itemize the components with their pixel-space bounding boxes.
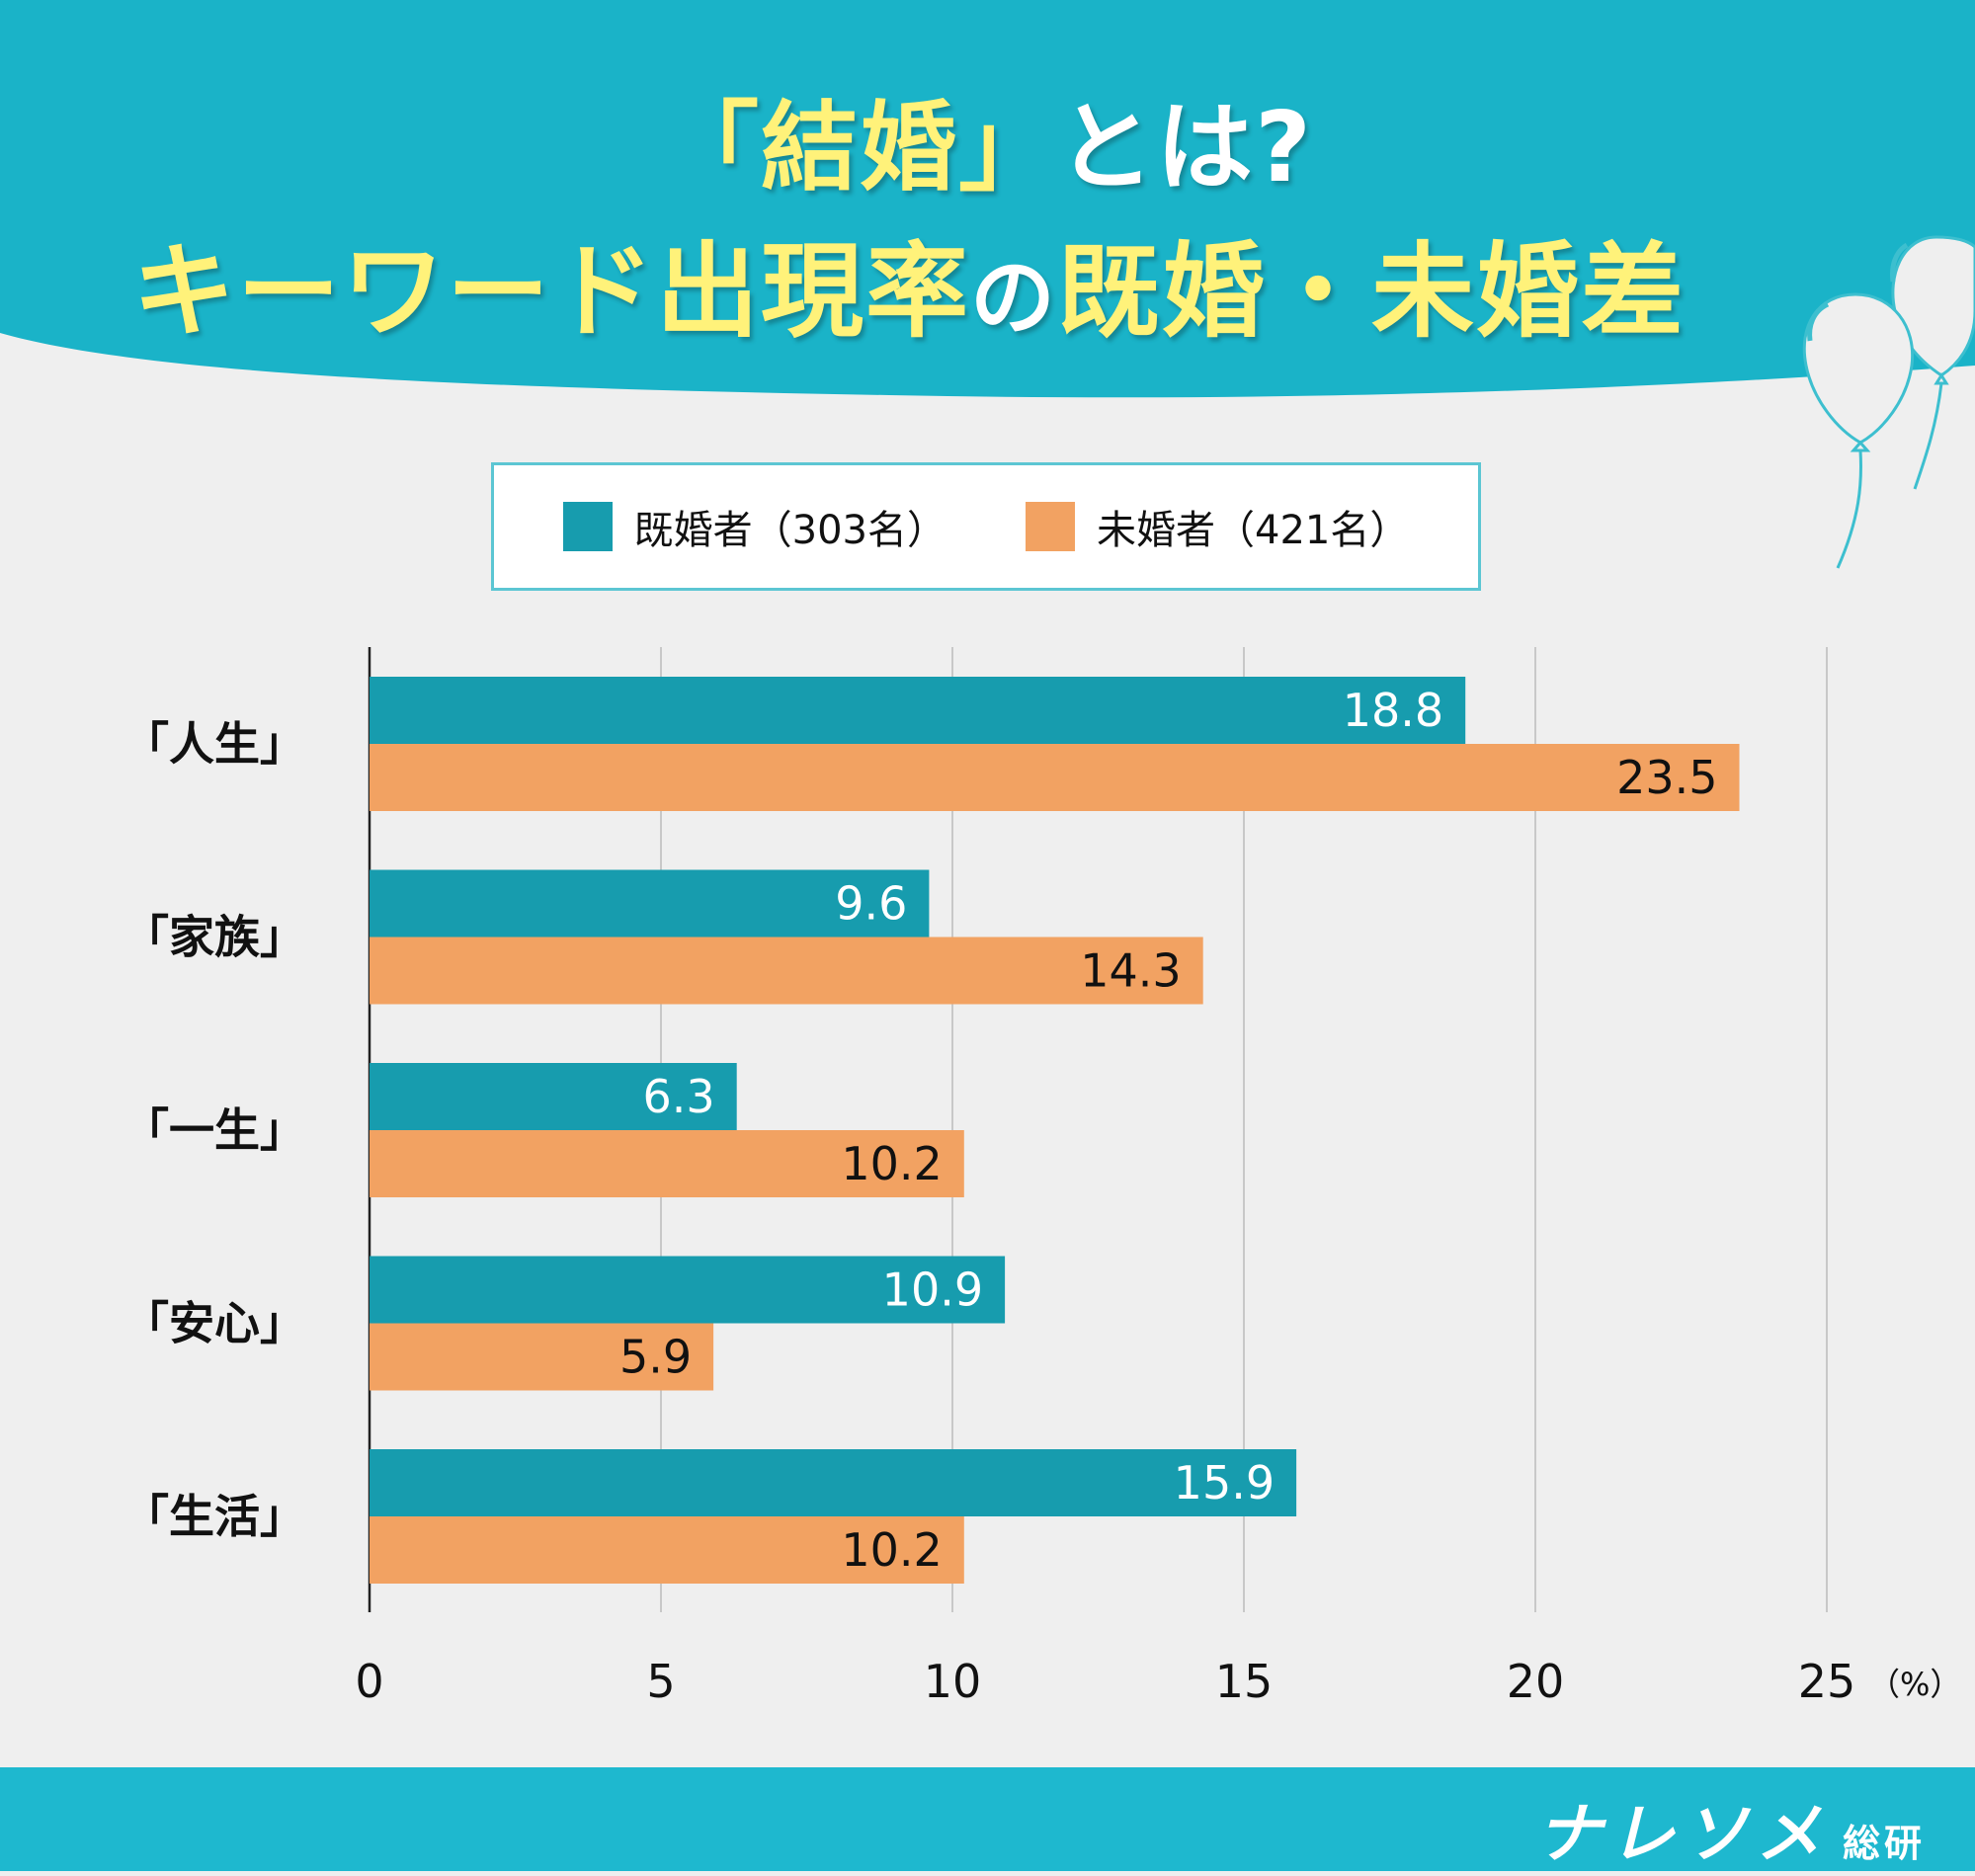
legend-item-unmarried: 未婚者（421名）	[1026, 498, 1409, 555]
legend-item-married: 既婚者（303名）	[562, 498, 946, 555]
balloons-icon	[1802, 235, 1975, 569]
x-tick-label: 25	[1798, 1655, 1856, 1708]
data-label: 10.2	[841, 1523, 942, 1577]
bar-unmarried	[370, 744, 1740, 811]
title-part-1: キーワード出現率	[131, 231, 970, 352]
category-label: 「安心」	[123, 1297, 305, 1350]
title-suffix: とは?	[1057, 92, 1313, 204]
bar-chart: 0 5 10 15 20 25 （%） 「人生」 18.8 23.5 「家族」 9.6 14.3 「一生」…	[123, 647, 1961, 1708]
bar-married	[370, 1063, 737, 1130]
legend-swatch-married	[562, 502, 613, 551]
title-keyword: 「結婚」	[662, 92, 1058, 204]
data-label: 10.2	[841, 1137, 942, 1190]
bar-unmarried	[370, 1516, 964, 1584]
category-label: 「人生」	[123, 717, 305, 771]
legend-label-unmarried: 未婚者（421名）	[1097, 508, 1410, 553]
x-tick-label: 10	[924, 1655, 982, 1708]
header-background	[0, 0, 1975, 398]
title-line-1: 「結婚」とは?	[0, 69, 1975, 209]
legend-label-married: 既婚者（303名）	[633, 508, 946, 553]
bar-married	[370, 1449, 1297, 1516]
x-tick-label: 0	[355, 1655, 383, 1708]
title-part-2: 既婚・未婚差	[1057, 231, 1687, 352]
data-label: 14.3	[1080, 944, 1181, 998]
brand-name: ナレソメ	[1535, 1796, 1829, 1872]
x-axis-unit-label: （%）	[1868, 1666, 1961, 1703]
x-tick-label: 20	[1507, 1655, 1565, 1708]
legend-swatch-unmarried	[1026, 502, 1075, 551]
bar-unmarried	[370, 937, 1203, 1005]
bar-married	[370, 1256, 1006, 1324]
title-line-2: キーワード出現率の既婚・未婚差	[0, 207, 1818, 357]
data-label: 10.9	[882, 1264, 983, 1317]
bar-married	[370, 869, 930, 938]
data-label: 9.6	[835, 877, 907, 931]
data-label: 6.3	[643, 1070, 715, 1123]
data-label: 23.5	[1616, 751, 1717, 804]
footer-bar: ナレソメ 総研	[0, 1767, 1975, 1872]
category-label: 「生活」	[123, 1490, 305, 1543]
brand-logo: ナレソメ 総研	[1536, 1781, 1926, 1876]
title-particle: の	[970, 249, 1057, 348]
x-tick-label: 5	[646, 1655, 675, 1708]
brand-suffix: 総研	[1842, 1822, 1926, 1865]
x-tick-label: 15	[1215, 1655, 1274, 1708]
bar-unmarried	[370, 1323, 714, 1391]
chart-legend: 既婚者（303名） 未婚者（421名）	[491, 462, 1481, 591]
data-label: 15.9	[1174, 1456, 1275, 1509]
bar-married	[370, 677, 1466, 744]
bar-unmarried	[370, 1130, 964, 1197]
data-label: 18.8	[1343, 684, 1443, 737]
data-label: 5.9	[619, 1331, 692, 1384]
category-label: 「一生」	[123, 1103, 305, 1157]
category-label: 「家族」	[123, 911, 305, 964]
